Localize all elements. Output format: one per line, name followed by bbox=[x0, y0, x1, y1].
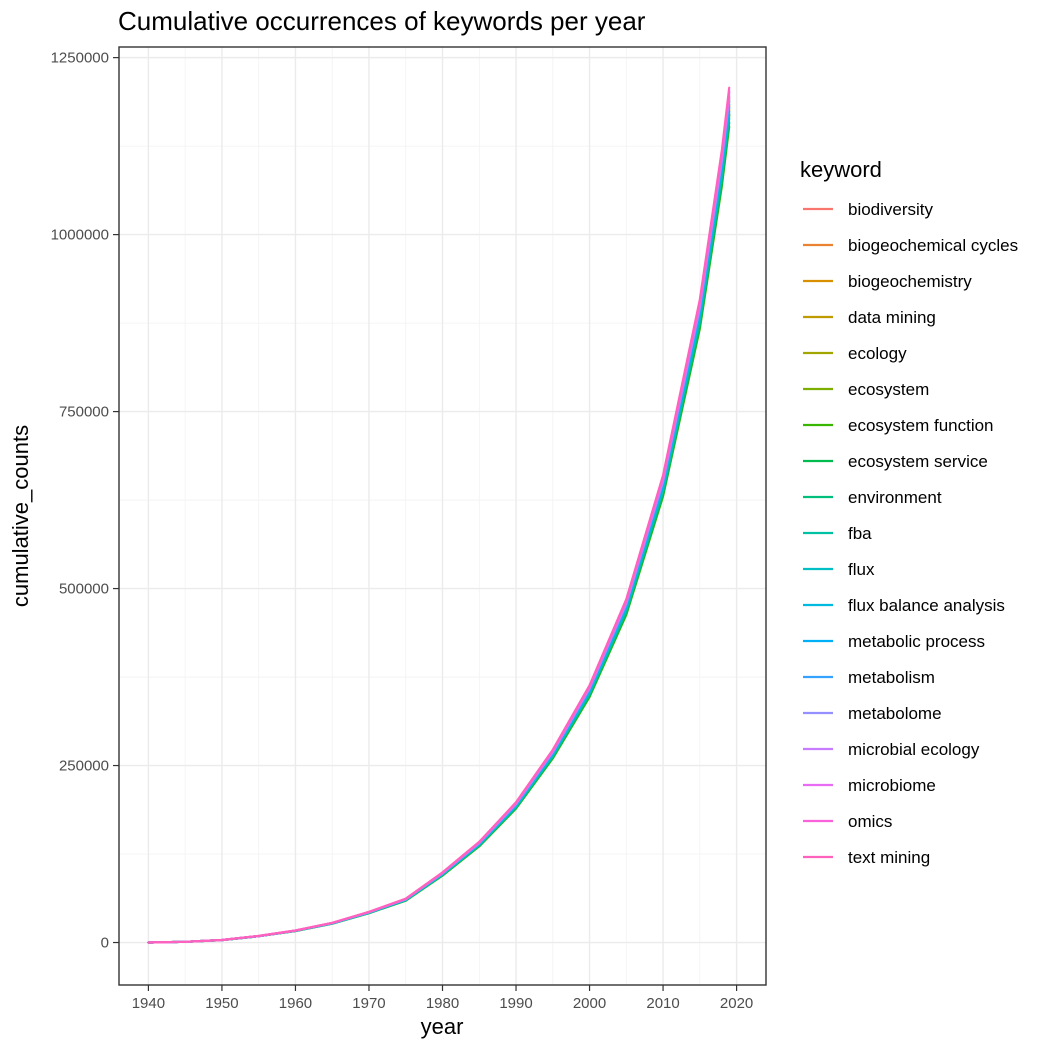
y-axis-title: cumulative_counts bbox=[8, 425, 33, 607]
legend-label-omics: omics bbox=[848, 812, 892, 831]
x-axis-title: year bbox=[421, 1014, 464, 1039]
series-line-biogeochemistry bbox=[147, 104, 731, 944]
series-line-metabolome bbox=[147, 98, 731, 944]
series-line-biodiversity bbox=[147, 96, 731, 944]
legend-label-text-mining: text mining bbox=[848, 848, 930, 867]
series-line-flux-balance-analysis bbox=[147, 106, 731, 944]
series-line-ecosystem bbox=[147, 114, 731, 944]
legend-label-ecosystem-function: ecosystem function bbox=[848, 416, 994, 435]
y-axis: 0 250000 500000 750000 1000000 1250000 bbox=[51, 50, 119, 952]
series-line-ecosystem-function bbox=[147, 125, 731, 944]
legend-label-microbiome: microbiome bbox=[848, 776, 936, 795]
legend-label-metabolic-process: metabolic process bbox=[848, 632, 985, 651]
series-line-microbiome bbox=[147, 91, 731, 944]
x-axis: 1940 1950 1960 1970 1980 1990 2000 2010 2020 bbox=[132, 985, 753, 1012]
y-tick-label: 1000000 bbox=[51, 227, 109, 244]
y-tick-label: 250000 bbox=[59, 758, 109, 775]
series-line-fba bbox=[147, 113, 731, 944]
y-tick-label: 500000 bbox=[59, 581, 109, 598]
x-tick-label: 1970 bbox=[352, 995, 385, 1012]
y-tick-label: 750000 bbox=[59, 404, 109, 421]
legend-label-ecosystem-service: ecosystem service bbox=[848, 452, 988, 471]
legend-label-biogeochemical-cycles: biogeochemical cycles bbox=[848, 236, 1018, 255]
legend-label-biodiversity: biodiversity bbox=[848, 200, 934, 219]
y-tick-label: 0 bbox=[101, 935, 109, 952]
legend-label-ecosystem: ecosystem bbox=[848, 380, 929, 399]
legend-title: keyword bbox=[800, 157, 882, 182]
legend-label-biogeochemistry: biogeochemistry bbox=[848, 272, 972, 291]
series-line-omics bbox=[147, 89, 731, 944]
legend-label-microbial-ecology: microbial ecology bbox=[848, 740, 980, 759]
series-line-metabolic-process bbox=[147, 103, 731, 944]
legend-label-flux-balance-analysis: flux balance analysis bbox=[848, 596, 1005, 615]
series-line-microbial-ecology bbox=[147, 94, 731, 944]
legend-label-flux: flux bbox=[848, 560, 875, 579]
series-line-metabolism bbox=[147, 99, 731, 944]
x-tick-label: 1940 bbox=[132, 995, 165, 1012]
series-line-environment bbox=[147, 117, 731, 944]
legend-label-data-mining: data mining bbox=[848, 308, 936, 327]
x-tick-label: 1950 bbox=[205, 995, 238, 1012]
legend-label-ecology: ecology bbox=[848, 344, 907, 363]
chart-title: Cumulative occurrences of keywords per y… bbox=[118, 6, 646, 36]
series-line-ecosystem-service bbox=[147, 121, 731, 944]
y-tick-label: 1250000 bbox=[51, 50, 109, 67]
x-tick-label: 2010 bbox=[646, 995, 679, 1012]
x-tick-label: 2000 bbox=[573, 995, 606, 1012]
series-line-text-mining bbox=[147, 86, 731, 944]
series-line-ecology bbox=[147, 113, 731, 944]
series-line-biogeochemical-cycles bbox=[147, 100, 731, 944]
legend-label-fba: fba bbox=[848, 524, 872, 543]
series-line-flux bbox=[147, 110, 731, 944]
legend-label-environment: environment bbox=[848, 488, 942, 507]
legend-label-metabolome: metabolome bbox=[848, 704, 942, 723]
x-tick-label: 1960 bbox=[279, 995, 312, 1012]
x-tick-label: 1990 bbox=[499, 995, 532, 1012]
legend-label-metabolism: metabolism bbox=[848, 668, 935, 687]
grid-major bbox=[119, 47, 766, 985]
series-lines bbox=[147, 86, 731, 944]
legend: keyword biodiversity biogeochemical cycle… bbox=[800, 157, 1018, 867]
x-tick-label: 2020 bbox=[720, 995, 753, 1012]
x-tick-label: 1980 bbox=[426, 995, 459, 1012]
